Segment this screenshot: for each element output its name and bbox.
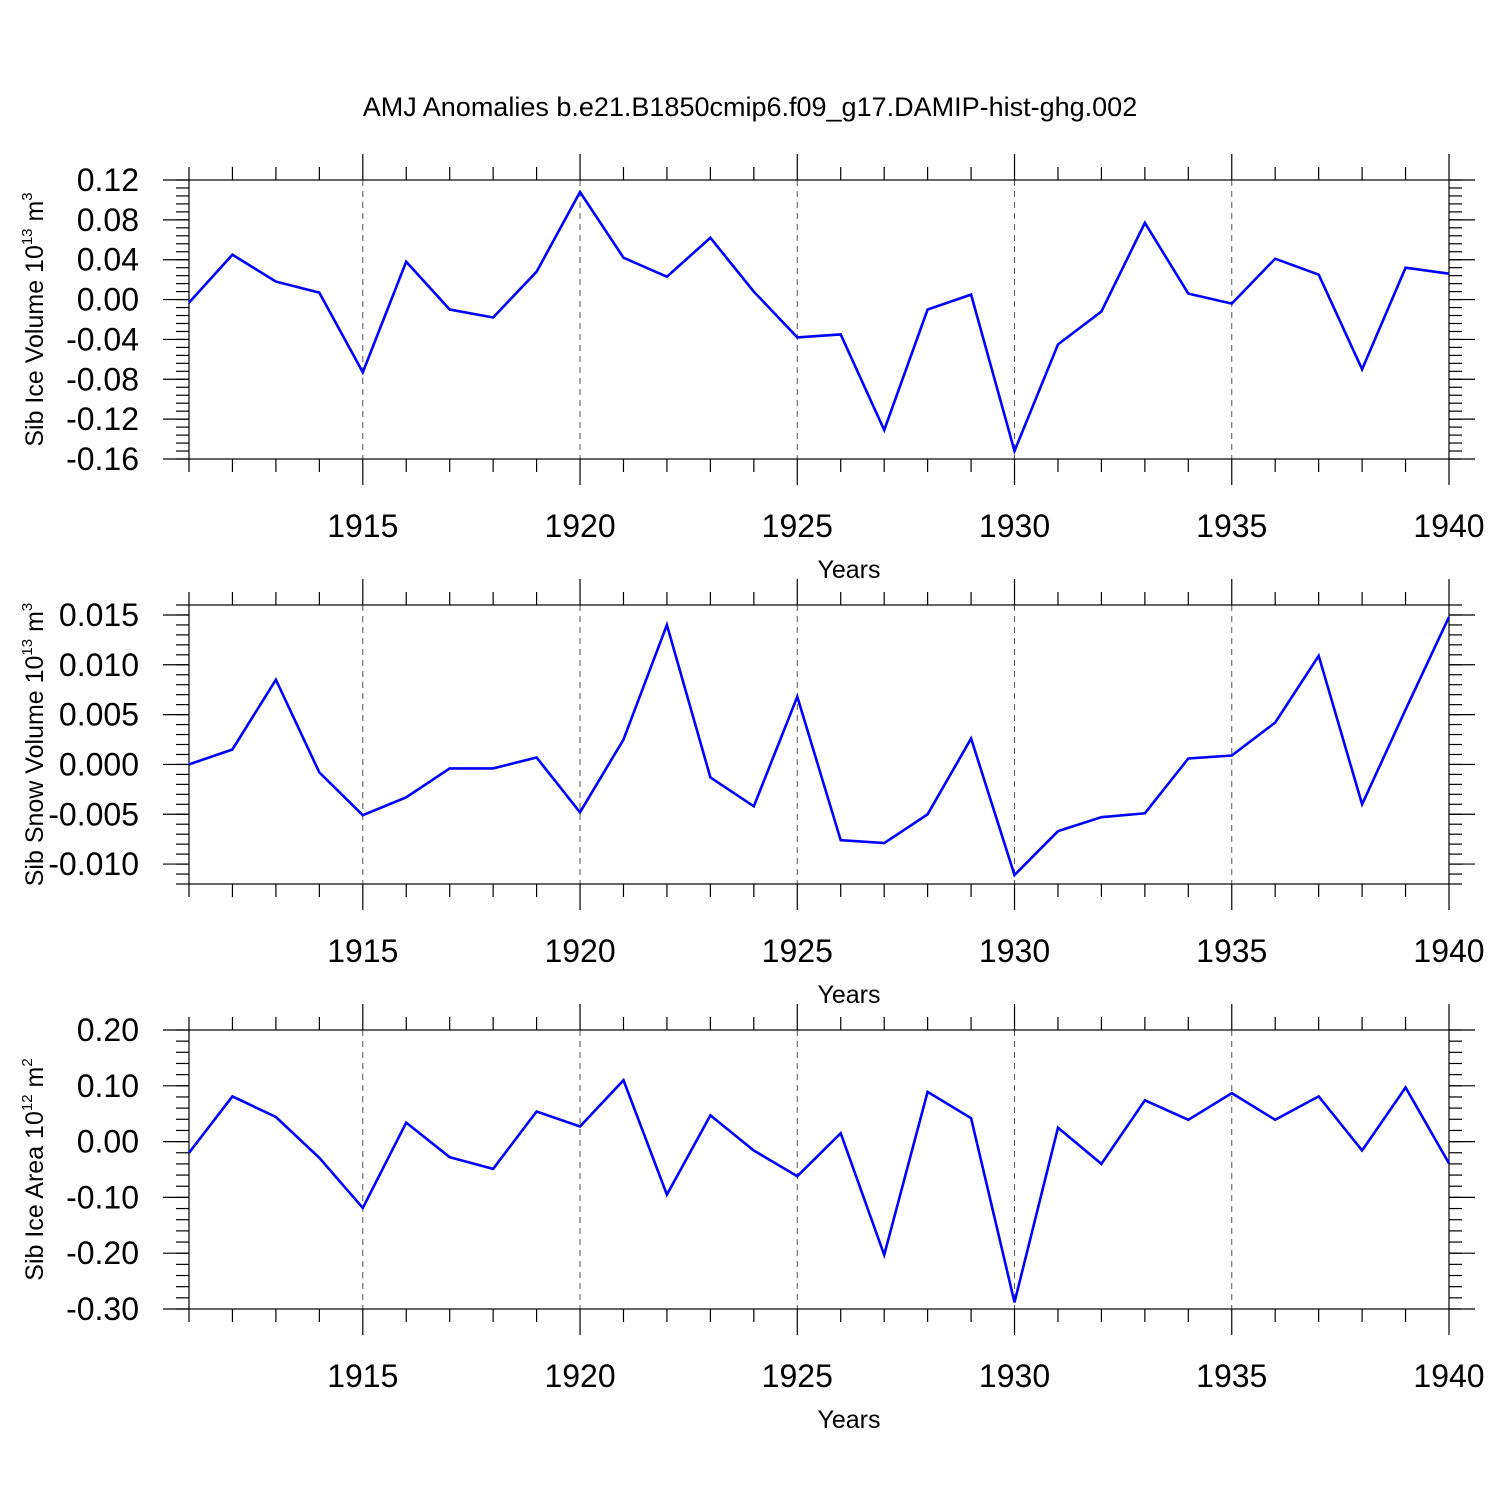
x-tick-label: 1915 [327, 508, 398, 544]
y-axis-label-exponent: 12 [19, 1094, 36, 1111]
x-tick-label: 1925 [762, 1358, 833, 1394]
x-tick-label: 1935 [1196, 933, 1267, 969]
x-tick-label: 1930 [979, 933, 1050, 969]
plot-frame-snow-volume [189, 605, 1449, 884]
x-tick-label: 1915 [327, 1358, 398, 1394]
x-tick-label: 1930 [979, 508, 1050, 544]
y-tick-label: 0.04 [77, 242, 139, 278]
y-tick-label: 0.00 [77, 282, 139, 318]
y-axis-label-ice-area: Sib Ice Area 1012 m2 [19, 1058, 49, 1280]
y-axis-label-exponent: 3 [19, 192, 36, 200]
x-tick-label: 1940 [1413, 508, 1484, 544]
y-tick-label: 0.005 [59, 697, 139, 733]
y-tick-label: 0.12 [77, 162, 139, 198]
y-tick-label: -0.010 [48, 846, 139, 882]
x-tick-label: 1930 [979, 1358, 1050, 1394]
series-line-ice-area [189, 1080, 1449, 1302]
y-tick-label: 0.00 [77, 1124, 139, 1160]
y-tick-label: -0.10 [66, 1179, 139, 1215]
panel-ice-volume: 0.12 0.08 0.04 0.00-0.04 -0.08 -0.12 -0.16 1915… [19, 154, 1485, 584]
x-tick-label: 1935 [1196, 508, 1267, 544]
y-axis-label-part: Sib Snow Volume 10 [21, 656, 49, 887]
x-tick-label: 1940 [1413, 933, 1484, 969]
y-axis-label-snow-volume: Sib Snow Volume 1013 m3 [19, 603, 49, 887]
x-tick-label: 1920 [544, 933, 615, 969]
y-axis-label-exponent: 2 [19, 1058, 36, 1066]
y-tick-label: 0.10 [77, 1068, 139, 1104]
plot-frame-ice-area [189, 1030, 1449, 1309]
x-tick-label: 1940 [1413, 1358, 1484, 1394]
y-tick-label: -0.08 [66, 361, 139, 397]
plot-frame-ice-volume [189, 180, 1449, 459]
y-tick-label: -0.16 [66, 441, 139, 477]
y-tick-label: -0.12 [66, 401, 139, 437]
y-tick-label: 0.000 [59, 746, 139, 782]
y-axis-label-part: Sib Ice Volume 10 [21, 245, 49, 447]
y-axis-label-exponent: 3 [19, 603, 36, 611]
panel-ice-area: 0.20 0.10 0.00 -0.10 -0.20 -0.30 1915 1920 1925 1… [19, 1004, 1485, 1434]
y-tick-label: 0.015 [59, 597, 139, 633]
y-axis-label-exponent: 13 [19, 639, 36, 656]
x-tick-label: 1915 [327, 933, 398, 969]
x-axis-label-ice-volume: Years [817, 556, 880, 584]
y-axis-label-part: Sib Ice Area 10 [21, 1111, 49, 1281]
series-line-snow-volume [189, 617, 1449, 875]
series-line-ice-volume [189, 192, 1449, 451]
y-tick-label: 0.010 [59, 647, 139, 683]
x-axis-label-snow-volume: Years [817, 981, 880, 1009]
x-tick-label: 1925 [762, 508, 833, 544]
y-axis-label-part: m [21, 201, 49, 229]
y-axis-label-part: m [21, 1067, 49, 1095]
y-axis-label-ice-volume: Sib Ice Volume 1013 m3 [19, 192, 49, 446]
y-axis-label-exponent: 13 [19, 228, 36, 245]
x-tick-label: 1935 [1196, 1358, 1267, 1394]
y-tick-label: -0.30 [66, 1291, 139, 1327]
chart-title: AMJ Anomalies b.e21.B1850cmip6.f09_g17.D… [363, 92, 1137, 122]
x-axis-label-ice-area: Years [817, 1406, 880, 1434]
y-tick-label: -0.005 [48, 796, 139, 832]
y-tick-label: 0.08 [77, 202, 139, 238]
x-tick-label: 1920 [544, 508, 615, 544]
y-tick-label: -0.04 [66, 321, 139, 357]
x-tick-label: 1925 [762, 933, 833, 969]
x-tick-label: 1920 [544, 1358, 615, 1394]
panel-snow-volume: 0.015 0.010 0.005 0.000 -0.005 -0.010 1915 1920… [19, 579, 1485, 1009]
y-tick-label: -0.20 [66, 1235, 139, 1271]
y-axis-label-part: m [21, 611, 49, 639]
y-tick-label: 0.20 [77, 1012, 139, 1048]
